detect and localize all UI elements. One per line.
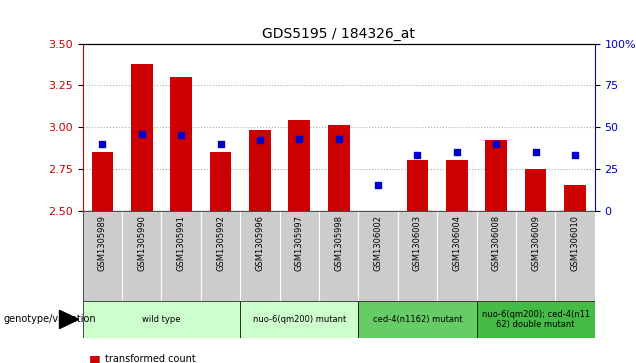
Bar — [446, 160, 467, 211]
Title: GDS5195 / 184326_at: GDS5195 / 184326_at — [262, 27, 415, 41]
Text: transformed count: transformed count — [105, 354, 196, 363]
Bar — [437, 211, 476, 301]
Bar — [398, 211, 437, 301]
Text: GSM1306004: GSM1306004 — [452, 215, 461, 271]
Bar — [162, 211, 201, 301]
Bar — [358, 211, 398, 301]
Bar — [249, 130, 271, 211]
Bar — [525, 169, 546, 211]
Polygon shape — [60, 310, 79, 329]
Point — [491, 141, 501, 147]
Bar — [122, 211, 162, 301]
Bar — [201, 211, 240, 301]
Bar — [131, 64, 153, 211]
Text: GSM1306002: GSM1306002 — [373, 215, 382, 271]
Point — [412, 152, 422, 158]
Bar — [476, 211, 516, 301]
Text: GSM1306008: GSM1306008 — [492, 215, 501, 271]
Text: GSM1306010: GSM1306010 — [570, 215, 579, 271]
Text: GSM1305992: GSM1305992 — [216, 215, 225, 271]
Bar — [358, 301, 476, 338]
Bar — [485, 140, 507, 211]
Text: GSM1305996: GSM1305996 — [256, 215, 265, 271]
Bar — [555, 211, 595, 301]
Text: nuo-6(qm200); ced-4(n11
62) double mutant: nuo-6(qm200); ced-4(n11 62) double mutan… — [481, 310, 590, 329]
Point — [255, 138, 265, 143]
Bar — [328, 125, 350, 211]
Text: ced-4(n1162) mutant: ced-4(n1162) mutant — [373, 315, 462, 324]
Point — [137, 131, 147, 136]
Text: GSM1305990: GSM1305990 — [137, 215, 146, 271]
Bar — [92, 152, 113, 211]
Bar — [240, 211, 280, 301]
Point — [530, 149, 541, 155]
Text: ■: ■ — [89, 353, 100, 363]
Bar — [83, 301, 240, 338]
Bar — [564, 185, 586, 211]
Bar — [406, 160, 428, 211]
Point — [570, 152, 580, 158]
Bar — [319, 211, 358, 301]
Bar — [210, 152, 232, 211]
Text: GSM1305989: GSM1305989 — [98, 215, 107, 271]
Text: GSM1306009: GSM1306009 — [531, 215, 540, 271]
Bar — [289, 121, 310, 211]
Point — [373, 183, 383, 188]
Text: GSM1305997: GSM1305997 — [295, 215, 304, 271]
Point — [97, 141, 107, 147]
Text: wild type: wild type — [142, 315, 181, 324]
Point — [452, 149, 462, 155]
Point — [216, 141, 226, 147]
Text: nuo-6(qm200) mutant: nuo-6(qm200) mutant — [252, 315, 346, 324]
Point — [176, 132, 186, 138]
Bar — [280, 211, 319, 301]
Bar — [240, 301, 358, 338]
Point — [294, 136, 305, 142]
Point — [334, 136, 344, 142]
Text: GSM1306003: GSM1306003 — [413, 215, 422, 271]
Bar — [516, 211, 555, 301]
Text: GSM1305991: GSM1305991 — [177, 215, 186, 271]
Text: genotype/variation: genotype/variation — [3, 314, 96, 325]
Bar — [170, 77, 192, 211]
Bar — [83, 211, 122, 301]
Bar — [476, 301, 595, 338]
Text: GSM1305998: GSM1305998 — [334, 215, 343, 271]
